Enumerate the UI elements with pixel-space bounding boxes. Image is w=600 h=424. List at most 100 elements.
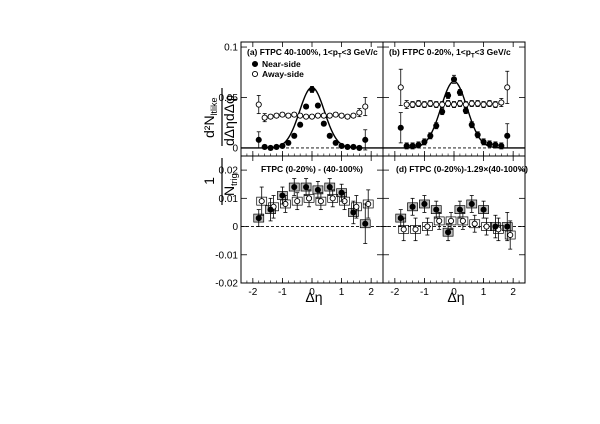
away-side-point bbox=[456, 100, 463, 107]
panel-b: (b) FTPC 0-20%, 1<pT<3 GeV/c bbox=[382, 41, 526, 157]
panel-d: -2 -1 0 1 2 (d) FTPC (0-20%)-1.29×(40-100%) bbox=[382, 155, 528, 298]
near-side-point bbox=[332, 139, 339, 146]
near-side-point bbox=[450, 76, 458, 83]
away-side-point bbox=[338, 112, 345, 119]
away-side-point bbox=[291, 111, 298, 118]
away-side-point bbox=[462, 101, 469, 108]
near-side-point bbox=[445, 229, 452, 236]
away-side-point bbox=[504, 84, 511, 91]
panel-title: (a) FTPC 40-100%, 1<pT<3 GeV/c bbox=[247, 47, 378, 60]
plot-area bbox=[241, 178, 383, 244]
near-side-point bbox=[397, 124, 404, 131]
away-side-point bbox=[427, 100, 434, 107]
y-axis-label: 1 Ntrig d²Nltlike dΔηdΔφ bbox=[201, 88, 239, 205]
y-tick-label: 0.01 bbox=[219, 194, 239, 205]
away-side-point bbox=[436, 217, 443, 224]
away-side-point bbox=[294, 198, 301, 205]
near-side-point bbox=[267, 144, 274, 151]
panel-title-sub: T bbox=[338, 54, 342, 60]
y-tick-label: 0 bbox=[232, 222, 238, 233]
away-side-point bbox=[447, 217, 455, 224]
away-side-point bbox=[353, 203, 360, 210]
away-side-point bbox=[507, 231, 514, 239]
away-side-point bbox=[297, 112, 304, 119]
near-side-point bbox=[468, 121, 475, 128]
near-side-point bbox=[439, 108, 446, 115]
away-side-point bbox=[362, 103, 369, 110]
panel-title-sub: T bbox=[471, 54, 475, 60]
away-side-point bbox=[459, 217, 466, 224]
away-side-point bbox=[403, 101, 410, 108]
near-side-point bbox=[433, 122, 440, 129]
x-tick-label: -2 bbox=[248, 287, 257, 298]
near-side-point bbox=[291, 183, 298, 191]
near-side-point bbox=[403, 142, 410, 149]
away-side-point bbox=[279, 111, 286, 118]
away-side-point bbox=[492, 101, 499, 108]
y-label-main-den: dΔηdΔφ bbox=[221, 95, 237, 146]
near-side-point bbox=[421, 200, 428, 208]
away-side-point bbox=[474, 100, 481, 107]
y-label-frac-den-text: N bbox=[221, 186, 237, 196]
y-label-frac-num: 1 bbox=[201, 177, 217, 185]
y-label-main-num: d²Nltlike bbox=[201, 97, 219, 138]
near-side-point bbox=[421, 138, 428, 145]
near-side-point bbox=[255, 136, 262, 143]
near-side-point bbox=[338, 142, 345, 149]
near-side-point bbox=[303, 183, 310, 191]
near-side-point bbox=[338, 189, 345, 196]
near-side-point bbox=[273, 143, 280, 150]
near-side-point bbox=[468, 200, 475, 208]
away-side-point bbox=[267, 113, 274, 120]
near-side-point bbox=[486, 140, 493, 147]
near-side-point bbox=[279, 142, 286, 149]
near-side-point bbox=[303, 103, 310, 110]
y-tick-label: 0.02 bbox=[219, 166, 239, 177]
y-label-frac-den-sub: trig bbox=[229, 173, 239, 186]
away-side-point bbox=[415, 100, 422, 107]
y-label-main-num-sub: ltlike bbox=[209, 97, 219, 115]
away-side-point bbox=[498, 99, 505, 106]
x-tick-label: 2 bbox=[368, 287, 374, 298]
near-side-point bbox=[397, 215, 404, 222]
y-tick-label: 0 bbox=[232, 143, 238, 154]
x-tick-label: 2 bbox=[510, 287, 516, 298]
near-side-point bbox=[320, 120, 327, 127]
legend-label: Away-side bbox=[262, 69, 304, 79]
near-side-point bbox=[350, 209, 357, 216]
away-side-point bbox=[317, 198, 324, 205]
away-side-point bbox=[305, 195, 313, 202]
near-side-point bbox=[492, 223, 499, 230]
legend-marker bbox=[251, 60, 259, 68]
panel-a: 00.050.1 (a) FTPC 40-100%, 1<pT<3 GeV/cNe… bbox=[219, 41, 384, 157]
away-side-point bbox=[303, 113, 310, 120]
away-side-point bbox=[439, 101, 446, 108]
away-side-point bbox=[320, 112, 327, 119]
panel-title-tail: <3 GeV/c bbox=[342, 47, 378, 57]
near-side-point bbox=[456, 89, 463, 96]
near-side-point bbox=[314, 102, 321, 109]
fit-curve bbox=[383, 80, 525, 149]
away-side-point bbox=[409, 101, 416, 108]
near-side-point bbox=[255, 215, 262, 222]
x-tick-label: -2 bbox=[390, 287, 399, 298]
away-side-point bbox=[421, 101, 428, 108]
away-side-point bbox=[480, 101, 487, 108]
near-side-point bbox=[480, 206, 487, 213]
x-tick-label: 0 bbox=[309, 287, 315, 298]
away-side-point bbox=[332, 111, 339, 118]
legend-label: Near-side bbox=[262, 59, 301, 69]
x-tick-label: -1 bbox=[278, 287, 287, 298]
away-side-point bbox=[356, 109, 363, 116]
away-side-point bbox=[326, 112, 333, 119]
panel-title: (d) FTPC (0-20%)-1.29×(40-100%) bbox=[396, 164, 528, 174]
panel-title: FTPC (0-20%) - (40-100%) bbox=[261, 164, 363, 174]
near-side-point bbox=[267, 206, 274, 213]
away-side-point bbox=[424, 223, 431, 230]
panel-title-tail: <3 GeV/c bbox=[475, 47, 511, 57]
near-side-point bbox=[462, 107, 469, 114]
y-label-main-num-text: d²N bbox=[201, 115, 217, 138]
plot-area bbox=[241, 85, 383, 151]
away-side-point bbox=[308, 113, 316, 120]
